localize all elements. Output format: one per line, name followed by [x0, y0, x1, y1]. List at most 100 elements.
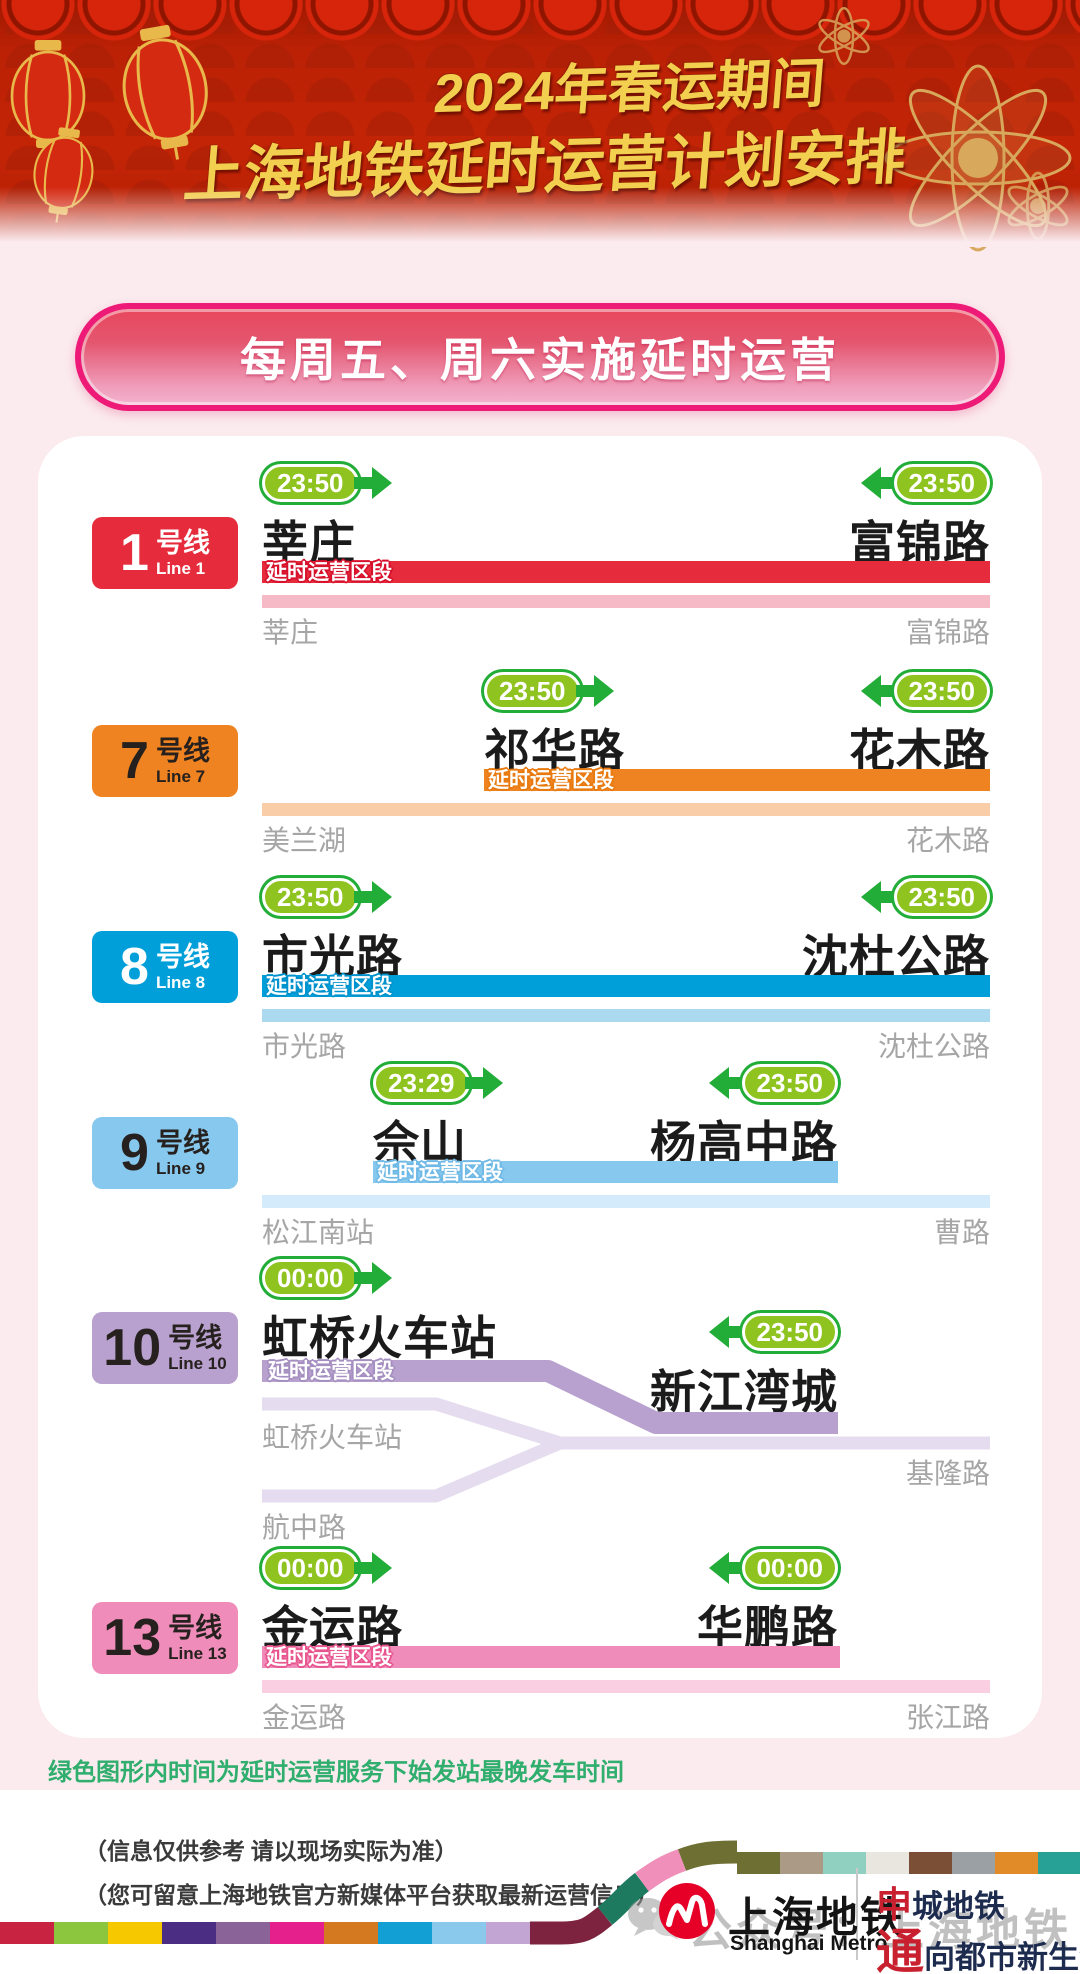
line7-extended-segment-bar: 延时运营区段 — [484, 769, 990, 792]
line7-badge: 7 号线 Line 7 — [92, 725, 238, 797]
line-suffix: 号线 — [168, 1612, 223, 1643]
line1-terminus-right: 富锦路 — [905, 617, 990, 648]
line-name-en: Line 9 — [155, 1158, 206, 1178]
departure-time: 23:50 — [262, 878, 359, 916]
line-number: 8 — [120, 938, 149, 996]
arrival-time: 23:50 — [741, 1064, 838, 1102]
slogan-accent-char: 通 — [876, 1926, 925, 1974]
arrow-left-icon — [708, 1316, 747, 1348]
line-number: 9 — [120, 1124, 149, 1182]
line13-arrival-time-badge: 00:00 — [707, 1548, 838, 1588]
arrow-left-icon — [860, 467, 899, 499]
line-suffix: 号线 — [168, 1322, 223, 1353]
slogan-line1: 申城地铁 — [876, 1884, 1006, 1925]
ribbon-color-swatch — [324, 1922, 378, 1944]
ribbon-color-swatch — [270, 1922, 324, 1944]
metro-lines-ribbon-top — [737, 1852, 1080, 1874]
lantern-icon — [122, 24, 208, 160]
departure-time: 23:29 — [373, 1064, 470, 1102]
line13-badge: 13 号线 Line 13 — [92, 1602, 238, 1674]
line8-terminus-left: 市光路 — [262, 1031, 347, 1062]
departure-time: 00:00 — [262, 1549, 359, 1587]
ribbon-color-swatch — [378, 1922, 432, 1944]
line9-arrival-time-badge: 23:50 — [707, 1063, 838, 1103]
line1-extended-segment-bar: 延时运营区段 — [262, 561, 990, 584]
line10-terminus-branch: 航中路 — [262, 1512, 347, 1543]
line-name-en: Line 13 — [168, 1643, 227, 1663]
arrow-right-icon — [353, 1262, 392, 1294]
line8-departure-time-badge: 23:50 — [262, 877, 394, 917]
line-number: 7 — [120, 732, 149, 790]
ribbon-color-swatch — [54, 1922, 108, 1944]
line10-full-line-branch — [262, 1437, 563, 1503]
footer-divider — [856, 1868, 858, 1960]
line7-arrival-station: 花木路 — [849, 725, 990, 777]
line13-departure-station: 金运路 — [262, 1602, 403, 1654]
line9-departure-time-badge: 23:29 — [373, 1063, 505, 1103]
line7-departure-time-badge: 23:50 — [484, 671, 616, 711]
line8-arrival-time-badge: 23:50 — [859, 877, 990, 917]
line10-terminus-right: 基隆路 — [905, 1458, 990, 1489]
ribbon-color-swatch — [432, 1922, 486, 1944]
shanghai-metro-name-cn: 上海地铁 — [728, 1894, 905, 1941]
line9-extended-segment-bar: 延时运营区段 — [373, 1161, 838, 1184]
line-suffix: 号线 — [155, 941, 210, 972]
arrow-left-icon — [708, 1552, 747, 1584]
line8-full-line-bar — [262, 1009, 990, 1022]
line-name-en: Line 1 — [155, 558, 206, 578]
footer-note-2: （您可留意上海地铁官方新媒体平台获取最新运营信息） — [84, 1883, 659, 1908]
departure-time: 23:50 — [262, 464, 359, 502]
line8-badge: 8 号线 Line 8 — [92, 931, 238, 1003]
ribbon-color-swatch — [486, 1922, 540, 1944]
line10-track-diagram — [262, 1360, 990, 1503]
arrow-left-icon — [708, 1067, 747, 1099]
segment-label: 延时运营区段 — [268, 1360, 394, 1383]
line1-full-line-bar — [262, 595, 990, 608]
header-banner: 2024年春运期间 上海地铁延时运营计划安排 — [0, 0, 1080, 252]
header-fade — [0, 187, 1080, 247]
line8-departure-station: 市光路 — [262, 931, 403, 983]
line10-departure-time-badge: 00:00 — [262, 1258, 394, 1298]
line-name-en: Line 7 — [155, 766, 206, 786]
line-suffix: 号线 — [155, 735, 210, 766]
metro-lines-ribbon-curve — [530, 1840, 738, 1945]
line-number: 10 — [103, 1319, 162, 1377]
line7-departure-station: 祁华路 — [484, 725, 625, 777]
line8-terminus-right: 沈杜公路 — [877, 1031, 990, 1062]
line10-departure-station: 虹桥火车站 — [262, 1312, 497, 1364]
ribbon-color-swatch — [909, 1852, 952, 1874]
segment-label: 延时运营区段 — [377, 1161, 503, 1184]
ribbon-color-swatch — [952, 1852, 995, 1874]
arrow-left-icon — [860, 881, 899, 913]
arrow-right-icon — [353, 467, 392, 499]
schedule-banner: 每周五、周六实施延时运营 — [75, 303, 1005, 411]
line9-departure-station: 佘山 — [373, 1117, 467, 1169]
line8-arrival-station: 沈杜公路 — [802, 931, 990, 983]
footer: （信息仅供参考 请以现场实际为准） （您可留意上海地铁官方新媒体平台获取最新运营… — [0, 1790, 1080, 1974]
ribbon-color-swatch — [823, 1852, 866, 1874]
line13-departure-time-badge: 00:00 — [262, 1548, 394, 1588]
line10-full-line-main — [262, 1397, 990, 1450]
line13-extended-segment-bar: 延时运营区段 — [262, 1646, 840, 1669]
ribbon-color-swatch — [866, 1852, 909, 1874]
arrival-time: 23:50 — [893, 464, 990, 502]
arrow-right-icon — [353, 1552, 392, 1584]
line7-full-line-bar — [262, 803, 990, 816]
slogan-line2: 通向都市新生活 — [876, 1912, 1080, 1974]
line9-terminus-right: 曹路 — [933, 1217, 990, 1248]
legend-note: 绿色图形内时间为延时运营服务下始发站最晚发车时间 — [48, 1759, 624, 1786]
metro-lines-ribbon-bottom — [0, 1922, 540, 1944]
ribbon-color-swatch — [737, 1852, 780, 1874]
line10-badge: 10 号线 Line 10 — [92, 1312, 238, 1384]
ribbon-color-swatch — [780, 1852, 823, 1874]
line9-full-line-bar — [262, 1195, 990, 1208]
line-suffix: 号线 — [155, 1127, 210, 1158]
arrow-right-icon — [575, 675, 614, 707]
line7-arrival-time-badge: 23:50 — [859, 671, 990, 711]
segment-label: 延时运营区段 — [488, 769, 614, 792]
line10-terminus-left: 虹桥火车站 — [262, 1422, 403, 1453]
line-name-en: Line 10 — [168, 1353, 227, 1373]
line9-terminus-left: 松江南站 — [262, 1217, 375, 1248]
shanghai-metro-name-en: Shanghai Metro — [730, 1932, 888, 1955]
ribbon-color-swatch — [0, 1922, 54, 1944]
